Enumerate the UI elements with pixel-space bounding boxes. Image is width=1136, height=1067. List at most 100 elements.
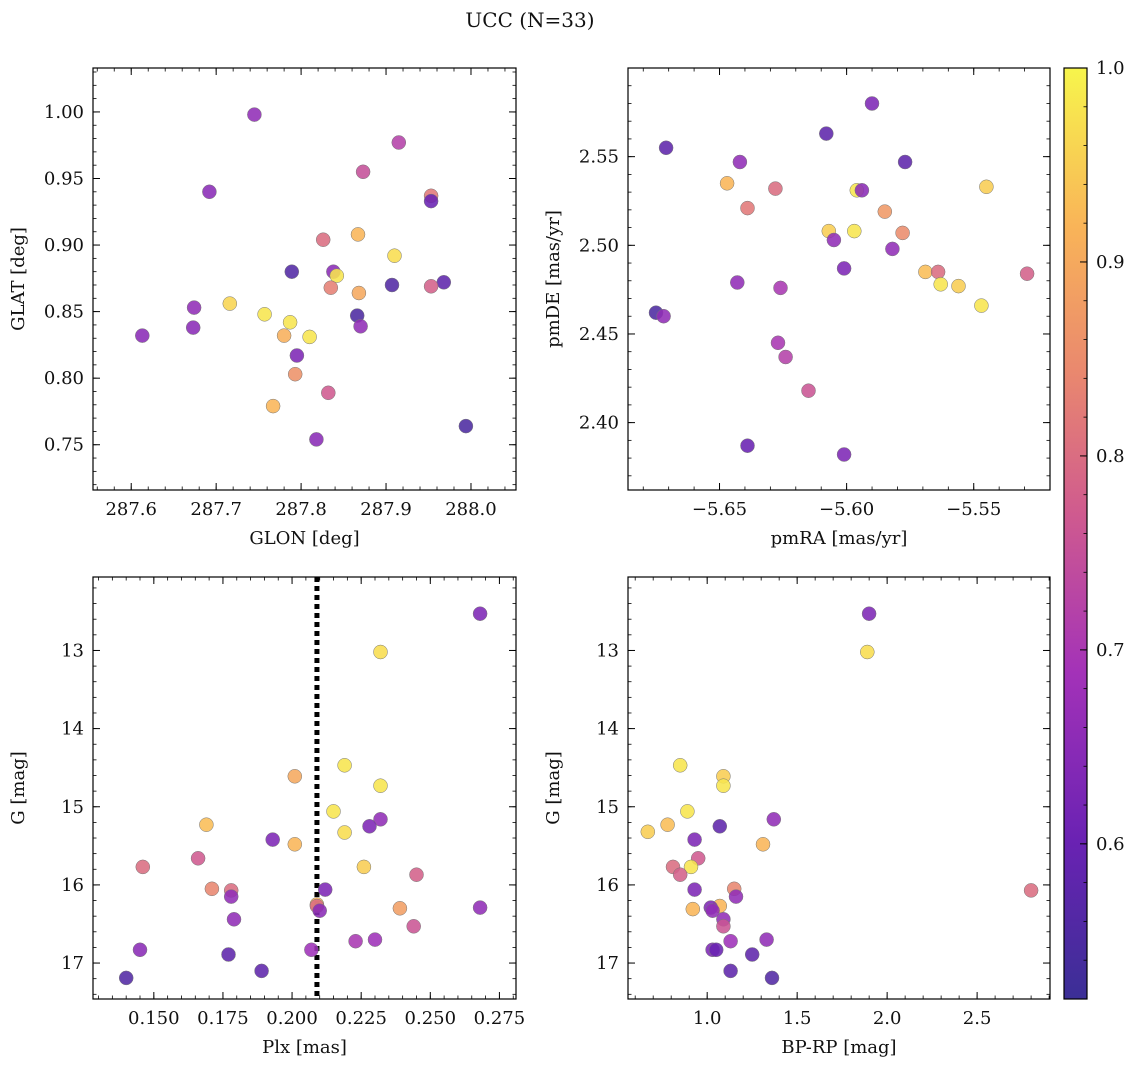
scatter-point [312,903,327,918]
scatter-point [247,107,262,122]
y-tick-label: 0.85 [44,302,84,323]
scatter-point [712,819,728,834]
y-tick-label: 14 [61,719,84,740]
x-tick-label: 2.5 [963,1008,992,1029]
scatter-point [860,644,875,660]
scatter-point [392,901,408,916]
scatter-point [723,963,738,979]
y-tick-label: 1.00 [44,102,84,123]
scatter-point [979,179,994,195]
x-tick-label: 287.9 [360,499,412,520]
scatter-point [204,881,220,897]
scatter-point [329,268,345,283]
scatter-point [933,277,948,292]
x-tick-label: 287.6 [105,499,157,520]
y-axis-label: G [mag] [543,751,564,824]
colorbar: 0.6 0.7 0.8 0.9 1.0 [1063,58,1125,1000]
scatter-point [222,296,238,311]
x-tick-label: 287.8 [275,499,327,520]
scatter-point [356,859,372,875]
scatter-point [351,285,367,301]
scatter-point [770,335,786,351]
y-tick-label: 2.50 [579,235,619,256]
x-tick-label: 1.0 [693,1008,722,1029]
y-tick-label: 17 [596,953,619,974]
scatter-point [423,279,439,294]
scatter-point [847,223,862,239]
scatter-point [406,919,421,934]
scatter-point [373,778,388,793]
scatter-point [282,315,298,330]
y-tick-label: 16 [61,875,84,896]
scatter-point [458,418,474,434]
scatter-point [304,942,319,958]
scatter-point [1023,883,1039,898]
scatter-point [409,867,424,882]
colorbar-tick-label: 1.0 [1096,58,1125,79]
scatter-point [755,837,771,852]
scatter-point [716,778,731,793]
scatter-point [221,947,236,962]
scatter-point [309,432,324,447]
axes-frame [627,576,1051,1000]
scatter-point [265,832,280,847]
scatter-point [337,758,352,773]
scatter-point [317,882,333,897]
scatter-point [226,912,242,927]
scatter-point [728,889,744,904]
y-tick-label: 2.40 [579,413,619,434]
y-tick-label: 15 [61,797,84,818]
scatter-point [373,644,388,660]
scatter-point [768,181,783,196]
axes-frame [92,576,517,1000]
scatter-point [951,278,966,294]
scatter-point [223,889,239,904]
scatter-point [773,280,788,296]
axes-frame [627,67,1051,491]
scatter-point [705,903,720,918]
scatter-point [132,942,148,958]
scatter-point [640,824,656,840]
scatter-point [287,837,303,852]
scatter-point [186,300,202,315]
scatter-point [930,264,946,280]
scatter-point [854,183,870,198]
scatter-point [801,383,816,398]
scatter-point [1019,266,1035,281]
scatter-point [819,126,834,141]
x-tick-label: 0.150 [128,1008,180,1029]
scatter-point [861,606,877,621]
scatter-point [885,241,900,257]
figure-title: UCC (N=33) [465,8,594,32]
scatter-point [716,919,731,934]
scatter-point [367,932,383,947]
x-tick-label: 288.0 [445,499,497,520]
scatter-point [864,96,880,111]
x-tick-label: −5.60 [819,499,874,520]
y-tick-label: 13 [596,640,619,661]
scatter-point [135,328,150,343]
y-axis-label: GLAT [deg] [8,227,29,331]
scatter-point [257,307,272,322]
y-tick-label: 16 [596,875,619,896]
scatter-point [321,385,336,401]
scatter-point [265,398,281,414]
scatter-point [185,320,201,335]
y-tick-label: 2.45 [579,324,619,345]
scatter-point [348,933,363,949]
scatter-point [287,366,303,382]
scatter-point [302,329,317,345]
x-tick-label: 2.0 [873,1008,902,1029]
scatter-point [744,947,760,962]
scatter-point [766,812,782,827]
x-tick-label: 1.5 [783,1008,812,1029]
y-tick-label: 14 [596,719,619,740]
scatter-point [683,859,699,875]
colorbar-tick-label: 0.7 [1096,640,1125,661]
x-tick-label: −5.65 [692,499,747,520]
colorbar-tick-label: 0.9 [1096,252,1125,273]
scatter-point [350,227,366,242]
panel-bprp-g: 1.0 1.5 2.0 2.5 13 14 15 16 17 BP-RP [mag] G [mag] [543,576,1051,1058]
y-axis-label: G [mag] [8,751,29,824]
scatter-point [199,817,214,832]
